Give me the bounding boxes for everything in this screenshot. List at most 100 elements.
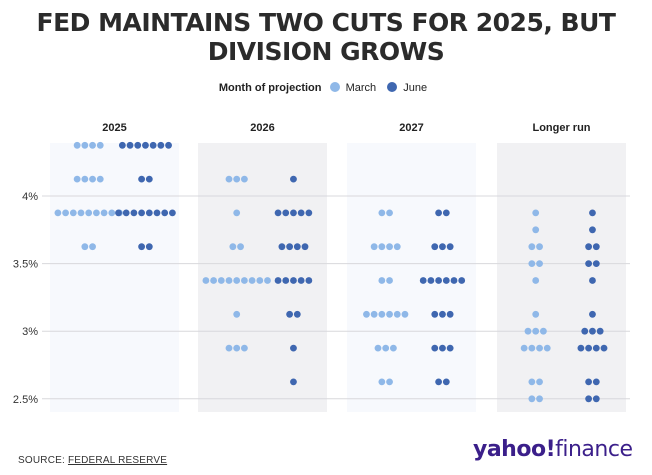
panel-label: 2026 xyxy=(250,122,274,134)
dot-june xyxy=(585,395,593,403)
dot-june xyxy=(122,209,130,217)
yahoo-finance-logo: yahoo!finance xyxy=(473,437,633,462)
y-tick-label: 2.5% xyxy=(13,394,38,406)
dot-june xyxy=(142,141,149,149)
dot-march xyxy=(233,209,241,217)
dot-june xyxy=(435,209,443,217)
dot-june xyxy=(149,141,157,149)
logo-finance-text: finance xyxy=(555,437,633,462)
dot-march xyxy=(532,226,540,234)
source-note: SOURCE: FEDERAL RESERVE xyxy=(18,455,167,466)
dot-june xyxy=(274,277,282,284)
dot-march xyxy=(520,344,528,352)
dot-june xyxy=(282,209,290,217)
dot-june xyxy=(431,243,439,251)
dot-march xyxy=(393,243,401,251)
dot-march xyxy=(378,243,386,251)
dot-june xyxy=(290,344,297,352)
panel-background-1 xyxy=(50,143,179,412)
dot-march xyxy=(237,243,244,251)
source-link[interactable]: FEDERAL RESERVE xyxy=(67,455,168,466)
y-tick-label: 4% xyxy=(22,191,38,203)
dot-june xyxy=(431,310,439,318)
dot-march xyxy=(386,243,393,251)
dot-march xyxy=(233,277,241,284)
dot-june xyxy=(419,277,427,284)
dot-march xyxy=(54,209,62,217)
dot-june xyxy=(297,209,305,217)
dot-march xyxy=(89,141,96,149)
dot-march xyxy=(89,243,96,251)
dot-march xyxy=(536,344,543,352)
dot-june xyxy=(592,395,600,403)
dot-march xyxy=(210,277,218,284)
dot-march xyxy=(96,141,104,149)
dot-june xyxy=(145,243,153,251)
dot-june xyxy=(278,243,286,251)
dot-march xyxy=(532,310,540,318)
panel-background-4 xyxy=(497,143,626,412)
dot-june xyxy=(165,141,172,149)
dot-march xyxy=(386,209,393,217)
dot-march xyxy=(225,277,233,284)
dot-march xyxy=(536,243,543,251)
dot-march xyxy=(386,310,393,318)
dot-june xyxy=(157,141,165,149)
legend: Month of projection March June xyxy=(0,82,652,94)
dot-june xyxy=(592,260,600,267)
dot-march xyxy=(85,209,93,217)
dot-june xyxy=(130,209,138,217)
dot-march xyxy=(229,243,237,251)
dot-june xyxy=(126,141,134,149)
logo-yahoo-text: yahoo! xyxy=(473,437,556,462)
dot-march xyxy=(543,344,551,352)
dot-march xyxy=(382,344,390,352)
dot-march xyxy=(248,277,256,284)
dot-march xyxy=(528,260,536,267)
dot-march xyxy=(73,175,81,183)
dot-march xyxy=(532,327,540,335)
dot-march xyxy=(532,209,540,217)
dot-june xyxy=(138,243,146,251)
dot-march xyxy=(241,344,248,352)
dot-june xyxy=(290,378,297,386)
dot-march xyxy=(386,378,393,386)
dot-march xyxy=(69,209,77,217)
dot-march xyxy=(390,344,397,352)
dot-march xyxy=(81,243,89,251)
dot-march xyxy=(401,310,409,318)
dot-march xyxy=(393,310,401,318)
dot-march xyxy=(233,344,241,352)
dot-march xyxy=(536,260,543,267)
dot-june xyxy=(138,209,146,217)
dot-june xyxy=(138,175,146,183)
dot-june xyxy=(301,243,309,251)
dot-june xyxy=(589,209,596,217)
dot-march xyxy=(241,175,248,183)
dot-june xyxy=(439,310,446,318)
panel-background-2 xyxy=(198,143,327,412)
dot-march xyxy=(528,378,536,386)
dot-june xyxy=(446,310,454,318)
dot-june xyxy=(589,226,596,234)
dot-june xyxy=(581,327,589,335)
dot-march xyxy=(81,175,89,183)
dot-june xyxy=(427,277,435,284)
dot-march xyxy=(77,209,85,217)
dot-june xyxy=(293,243,301,251)
dot-june xyxy=(115,209,122,217)
dot-march xyxy=(370,243,378,251)
dot-march xyxy=(524,327,532,335)
legend-march-swatch xyxy=(329,82,340,92)
dot-march xyxy=(256,277,264,284)
dot-march xyxy=(233,175,241,183)
dot-june xyxy=(286,310,294,318)
dot-march xyxy=(370,310,378,318)
dot-march xyxy=(386,277,393,284)
legend-title: Month of projection xyxy=(218,82,322,94)
dot-june xyxy=(596,327,604,335)
dot-june xyxy=(589,327,596,335)
dot-june xyxy=(592,344,600,352)
dot-june xyxy=(442,209,450,217)
legend-june-swatch xyxy=(387,82,398,92)
